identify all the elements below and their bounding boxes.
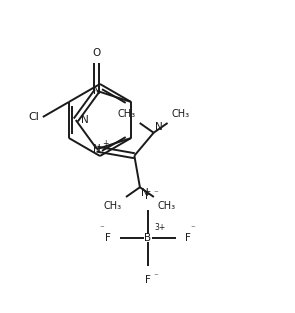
Text: ⁻: ⁻ [153,272,158,281]
Text: B: B [145,233,152,243]
Text: N: N [155,122,162,132]
Text: ⁻: ⁻ [190,224,195,233]
Text: O: O [93,48,101,58]
Text: CH₃: CH₃ [172,109,190,119]
Text: N: N [93,144,101,154]
Text: ⁻: ⁻ [99,224,104,233]
Text: CH₃: CH₃ [104,201,122,211]
Text: F: F [185,233,191,243]
Text: N: N [81,115,88,125]
Text: N: N [141,188,149,198]
Text: F: F [145,275,151,285]
Text: F: F [105,233,111,243]
Text: +: + [102,139,108,148]
Text: CH₃: CH₃ [158,201,176,211]
Text: F: F [145,191,151,201]
Text: CH₃: CH₃ [117,109,136,119]
Text: 3+: 3+ [154,223,165,232]
Text: ⁻: ⁻ [153,189,158,198]
Text: Cl: Cl [28,112,39,122]
Text: N: N [93,86,101,96]
